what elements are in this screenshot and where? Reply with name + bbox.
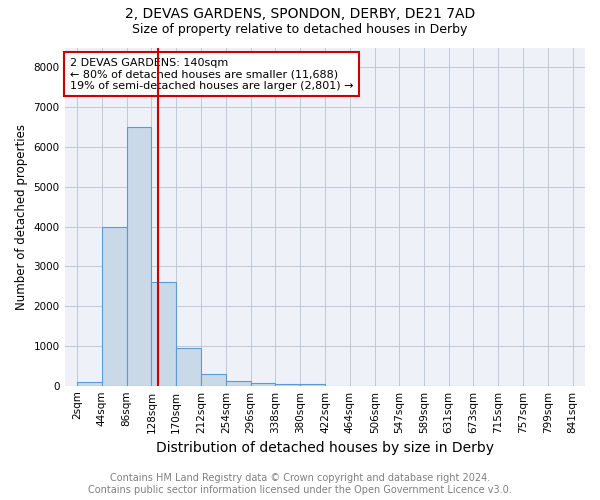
Bar (77, 382, 102, 386)
Bar (127, 127, 151, 386)
Bar (176, 348, 201, 386)
Y-axis label: Number of detached properties: Number of detached properties (15, 124, 28, 310)
Text: 2 DEVAS GARDENS: 140sqm
← 80% of detached houses are smaller (11,688)
19% of sem: 2 DEVAS GARDENS: 140sqm ← 80% of detache… (70, 58, 353, 91)
Bar (151, 282, 176, 386)
Bar (226, 381, 251, 386)
Bar (251, 383, 275, 386)
Bar (275, 384, 300, 386)
Text: Size of property relative to detached houses in Derby: Size of property relative to detached ho… (133, 22, 467, 36)
X-axis label: Distribution of detached houses by size in Derby: Distribution of detached houses by size … (156, 441, 494, 455)
Bar (300, 384, 325, 386)
Bar (102, 226, 127, 386)
Bar (201, 374, 226, 386)
Text: 2, DEVAS GARDENS, SPONDON, DERBY, DE21 7AD: 2, DEVAS GARDENS, SPONDON, DERBY, DE21 7… (125, 8, 475, 22)
Text: Contains HM Land Registry data © Crown copyright and database right 2024.
Contai: Contains HM Land Registry data © Crown c… (88, 474, 512, 495)
